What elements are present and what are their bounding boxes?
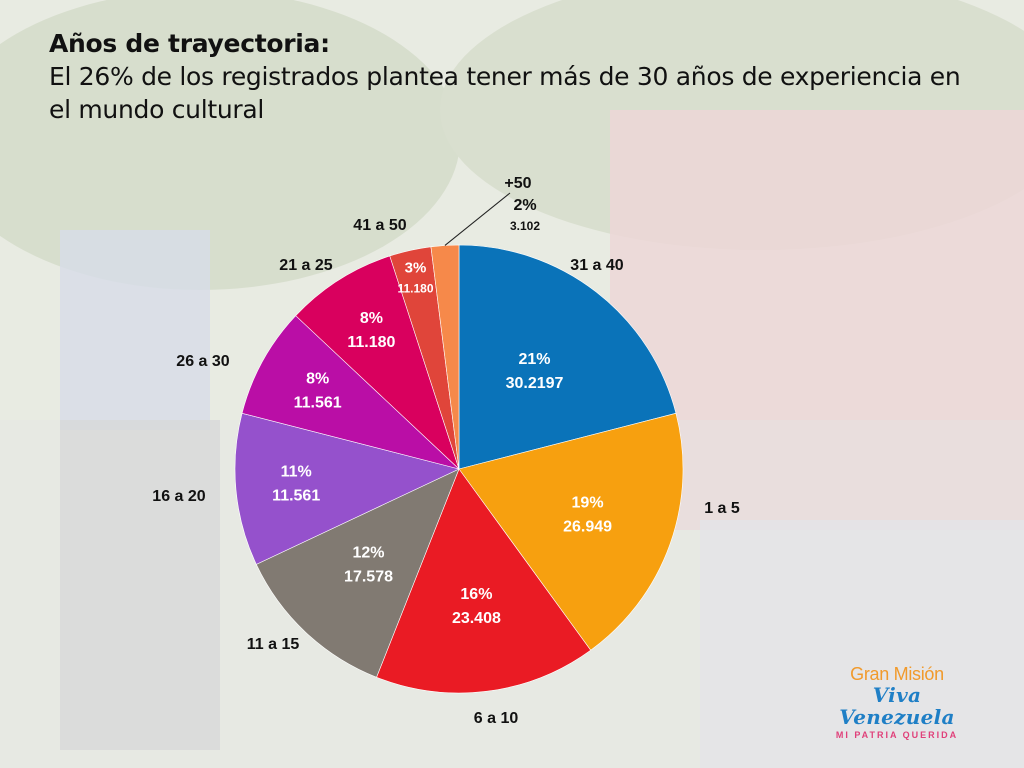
slice-percent-label: 21% <box>518 351 550 368</box>
slice-percent-label: 3% <box>405 259 427 276</box>
pie-slice-4 <box>255 468 460 678</box>
pie-slice-1 <box>458 244 677 470</box>
logo-main-text: Viva Venezuela <box>839 683 955 729</box>
logo-top-text: Gran Misión <box>850 664 944 684</box>
slice-percent-label: 8% <box>306 371 329 388</box>
slice-category-label: 11 a 15 <box>247 636 300 653</box>
pie-slice-7 <box>295 255 460 470</box>
pie-slice-3 <box>376 468 592 694</box>
page-subtitle: El 26% de los registrados plantea tener … <box>49 62 961 124</box>
slice-value-label: 30.2197 <box>506 375 564 392</box>
slice-value-label: 26.949 <box>563 519 612 536</box>
slice-category-label: 16 a 20 <box>152 488 205 505</box>
slice-category-label: 21 a 25 <box>279 257 332 274</box>
slice-category-label: 26 a 30 <box>176 353 229 370</box>
slice-percent-label: 12% <box>353 545 385 562</box>
slice-value-label: 17.578 <box>344 569 393 586</box>
leader-line <box>444 192 511 246</box>
slice-percent-label: 8% <box>360 310 383 327</box>
brand-logo: Gran Misión Viva Venezuela MI PATRIA QUE… <box>812 664 982 742</box>
slice-percent-label: 16% <box>460 586 492 603</box>
logo-sub-text: MI PATRIA QUERIDA <box>835 730 959 740</box>
slice-value-label: 11.180 <box>397 282 433 296</box>
header: Años de trayectoria: El 26% de los regis… <box>49 28 999 126</box>
slice-percent-label: 19% <box>572 495 604 512</box>
pie-labels: 21% 30.2197 31 a 40 19% 26.949 1 a 5 16% 23.408… <box>152 175 740 727</box>
slice-percent-label: 11% <box>281 464 312 481</box>
slice-value-label: 11.180 <box>347 334 395 351</box>
slice-category-label: +50 <box>504 175 531 192</box>
slice-percent-label: 2% <box>513 197 536 214</box>
slice-value-label: 3.102 <box>510 219 540 233</box>
slice-value-label: 23.408 <box>452 610 501 627</box>
pie-slice-2 <box>458 412 684 651</box>
slice-value-label: 11.561 <box>294 395 342 412</box>
slice-category-label: 6 a 10 <box>474 710 519 727</box>
slice-value-label: 11.561 <box>272 488 320 505</box>
pie-slice-6 <box>241 315 460 470</box>
pie-slices <box>234 244 684 694</box>
pie-slice-5 <box>234 412 460 565</box>
slice-category-label: 31 a 40 <box>570 257 623 274</box>
slice-category-label: 41 a 50 <box>353 217 406 234</box>
slice-category-label: 1 a 5 <box>704 500 740 517</box>
page-title: Años de trayectoria: <box>49 29 330 58</box>
